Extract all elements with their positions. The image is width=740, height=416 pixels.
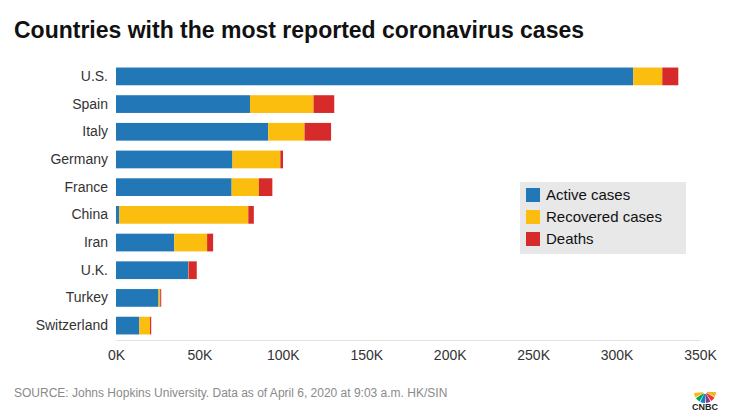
category-label: Italy <box>82 123 108 139</box>
bar <box>268 123 304 141</box>
tick-label: 0K <box>108 347 126 363</box>
tick: 200K <box>434 340 467 363</box>
bar <box>662 68 678 86</box>
tick: Spain <box>72 96 116 112</box>
bar <box>232 178 259 196</box>
tick-label: 150K <box>350 347 383 363</box>
bar <box>116 206 119 224</box>
tick-label: 50K <box>187 347 213 363</box>
bar <box>314 95 335 113</box>
tick: 350K <box>684 340 717 363</box>
logo: CNBC <box>692 392 718 412</box>
tick: Italy <box>82 123 116 139</box>
series <box>150 68 678 335</box>
tick: Switzerland <box>36 317 116 333</box>
bar <box>259 178 273 196</box>
series <box>119 68 662 335</box>
tick-label: 200K <box>434 347 467 363</box>
bar <box>116 123 268 141</box>
tick-label: 350K <box>684 347 717 363</box>
bar <box>116 317 139 335</box>
tick-label: 100K <box>267 347 300 363</box>
legend-box <box>520 182 686 254</box>
bar <box>116 289 159 307</box>
x-axis: 0K 50K 100K 150K 200K 250K 300K 350K <box>108 340 718 363</box>
category-label: Spain <box>72 96 108 112</box>
bar <box>116 95 250 113</box>
tick: Turkey <box>66 289 116 305</box>
legend-swatch <box>526 232 540 246</box>
bar <box>116 68 633 86</box>
tick: 150K <box>350 340 383 363</box>
bar <box>305 123 332 141</box>
bar <box>116 234 174 252</box>
legend-label: Active cases <box>546 186 630 203</box>
tick: Germany <box>50 151 116 167</box>
category-label: China <box>71 206 108 222</box>
category-label: U.K. <box>81 262 108 278</box>
legend-label: Recovered cases <box>546 208 662 225</box>
category-label: Turkey <box>66 289 108 305</box>
bar <box>250 95 314 113</box>
bar <box>633 68 662 86</box>
bar <box>189 261 197 279</box>
bar <box>160 289 161 307</box>
bar <box>119 206 248 224</box>
tick: U.S. <box>81 68 116 84</box>
category-label: Iran <box>84 234 108 250</box>
y-axis: U.S. Spain Italy Germany France China Iran U.K.… <box>36 68 116 333</box>
axis-line <box>117 340 701 341</box>
bar <box>116 151 232 169</box>
bar <box>139 317 150 335</box>
tick: 250K <box>517 340 550 363</box>
category-label: Germany <box>50 151 108 167</box>
chart: Countries with the most reported coronav… <box>0 0 740 416</box>
legend-label: Deaths <box>546 230 594 247</box>
bar <box>280 151 283 169</box>
tick: 300K <box>601 340 634 363</box>
bar <box>232 151 280 169</box>
legend-swatch <box>526 210 540 224</box>
category-label: U.S. <box>81 68 108 84</box>
tick-label: 250K <box>517 347 550 363</box>
bar <box>159 289 161 307</box>
category-label: Switzerland <box>36 317 108 333</box>
tick: 100K <box>267 340 300 363</box>
bar <box>150 317 151 335</box>
tick: China <box>71 206 116 222</box>
tick: 0K <box>108 340 126 363</box>
logo-feather <box>694 392 703 397</box>
bar <box>116 261 188 279</box>
tick: Iran <box>84 234 116 250</box>
bar <box>174 234 207 252</box>
title: Countries with the most reported coronav… <box>14 17 584 43</box>
source: SOURCE: Johns Hopkins University. Data a… <box>14 386 447 400</box>
bar <box>207 234 213 252</box>
logo-text: CNBC <box>692 402 718 412</box>
category-label: France <box>64 179 108 195</box>
tick: 50K <box>187 340 213 363</box>
bar <box>116 178 232 196</box>
bar <box>248 206 254 224</box>
series <box>116 68 633 335</box>
tick-label: 300K <box>601 347 634 363</box>
tick: France <box>64 179 116 195</box>
legend: Active cases Recovered cases Deaths <box>520 182 686 254</box>
tick: U.K. <box>81 262 116 278</box>
bars <box>116 68 678 335</box>
legend-swatch <box>526 188 540 202</box>
